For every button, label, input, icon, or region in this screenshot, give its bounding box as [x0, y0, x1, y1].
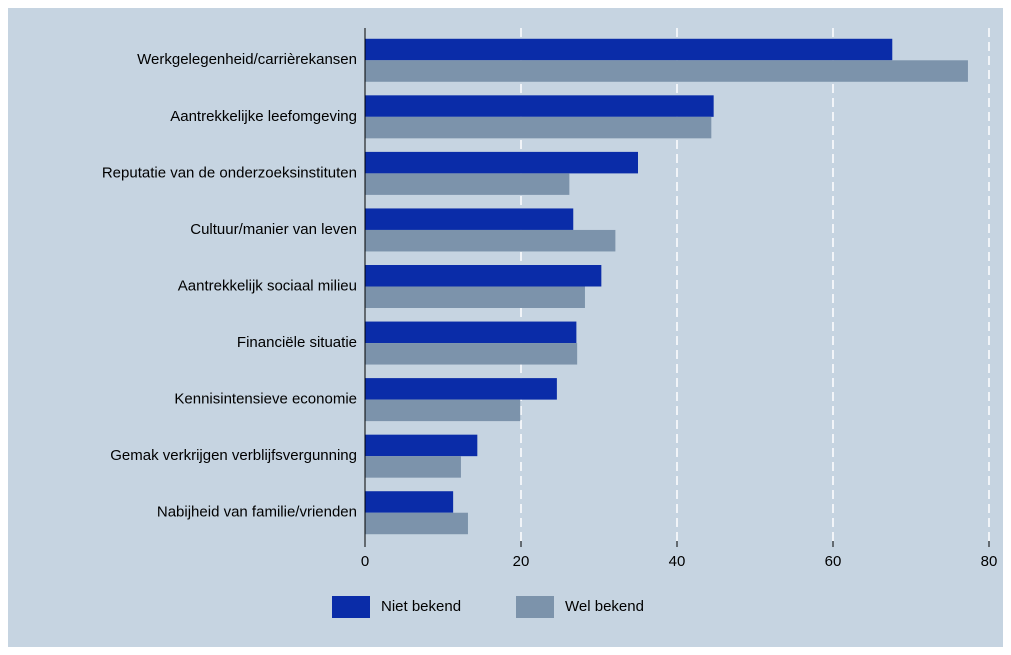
bar — [365, 491, 454, 513]
y-tick-label: Gemak verkrijgen verblijfsvergunning — [110, 447, 357, 464]
bar — [365, 456, 461, 478]
bar — [365, 95, 714, 117]
bar — [365, 343, 578, 365]
bar — [365, 434, 478, 457]
y-tick-label: Cultuur/manier van leven — [190, 221, 357, 238]
x-tick-label: 0 — [361, 553, 369, 570]
y-tick-label: Aantrekkelijke leefomgeving — [170, 108, 357, 125]
bar — [365, 151, 638, 174]
legend-label: Wel bekend — [565, 598, 644, 615]
y-tick-label: Reputatie van de onderzoeksinstituten — [102, 164, 357, 181]
y-tick-label: Werkgelegenheid/carrièrekansen — [137, 51, 357, 68]
legend-label: Niet bekend — [381, 598, 461, 615]
legend-swatch — [516, 596, 554, 618]
y-tick-label: Aantrekkelijk sociaal milieu — [178, 277, 357, 294]
bar — [365, 116, 712, 139]
bar — [365, 229, 616, 252]
bar — [365, 399, 521, 422]
x-tick-label: 40 — [669, 553, 686, 570]
x-tick-label: 20 — [513, 553, 530, 570]
x-tick-label: 60 — [825, 553, 842, 570]
bar — [365, 265, 602, 287]
y-tick-label: Kennisintensieve economie — [174, 391, 357, 408]
bar — [365, 321, 577, 344]
y-tick-label: Nabijheid van familie/vrienden — [157, 504, 357, 521]
x-tick-label: 80 — [981, 553, 998, 570]
bar — [365, 60, 968, 82]
bar — [365, 286, 585, 308]
bar — [365, 173, 570, 195]
bar — [365, 512, 468, 535]
bar — [365, 208, 574, 230]
y-tick-label: Financiële situatie — [237, 334, 357, 351]
bar — [365, 38, 893, 61]
legend-swatch — [332, 596, 370, 618]
bar — [365, 378, 557, 400]
